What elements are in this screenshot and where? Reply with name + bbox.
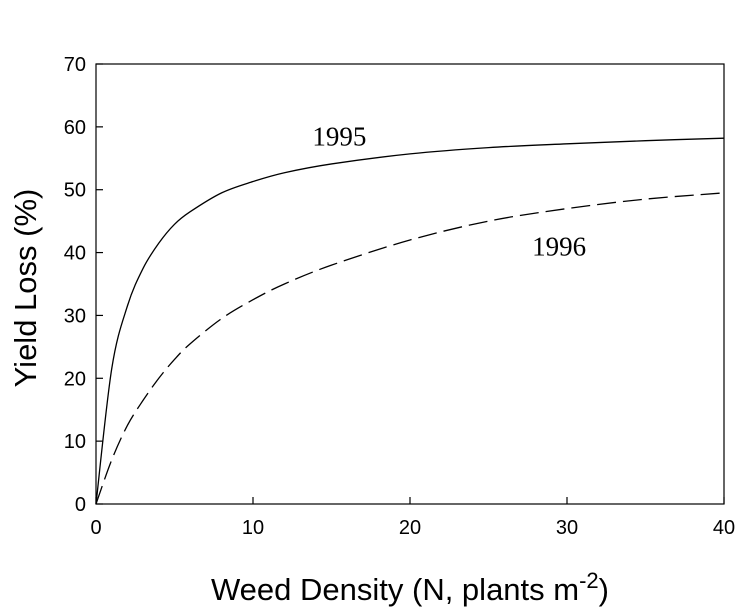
y-axis-ticks: 0 10 20 30 40 50 60 70 bbox=[64, 54, 103, 516]
x-tick-label: 20 bbox=[399, 517, 421, 539]
series-line-1996 bbox=[95, 192, 725, 505]
y-tick-label: 70 bbox=[64, 54, 86, 76]
x-tick-label: 40 bbox=[713, 517, 735, 539]
y-tick-label: 50 bbox=[64, 180, 86, 202]
annotation-group: 1995 1996 bbox=[312, 122, 586, 262]
x-axis-title-superscript: -2 bbox=[579, 568, 599, 593]
series-label-1996: 1996 bbox=[532, 232, 586, 262]
y-tick-label: 20 bbox=[64, 368, 86, 390]
plot-frame-group bbox=[95, 63, 725, 505]
y-tick-label: 30 bbox=[64, 305, 86, 327]
series-group bbox=[95, 137, 725, 505]
y-axis-title: Yield Loss (%) bbox=[8, 189, 43, 388]
series-line-1995 bbox=[95, 137, 725, 505]
x-tick-label: 10 bbox=[242, 517, 264, 539]
series-label-1995: 1995 bbox=[312, 122, 366, 152]
y-tick-label: 60 bbox=[64, 117, 86, 139]
y-tick-label: 0 bbox=[75, 494, 86, 516]
x-tick-label: 0 bbox=[90, 517, 101, 539]
plot-frame bbox=[95, 63, 725, 505]
x-axis-title: Weed Density (N, plants m-2) bbox=[211, 568, 609, 607]
x-axis-ticks: 0 10 20 30 40 bbox=[90, 497, 735, 539]
y-tick-label: 40 bbox=[64, 243, 86, 265]
x-axis-title-suffix: ) bbox=[599, 572, 609, 607]
y-tick-label: 10 bbox=[64, 431, 86, 453]
x-axis-title-main: Weed Density (N, plants m bbox=[211, 572, 579, 607]
x-tick-label: 30 bbox=[556, 517, 578, 539]
